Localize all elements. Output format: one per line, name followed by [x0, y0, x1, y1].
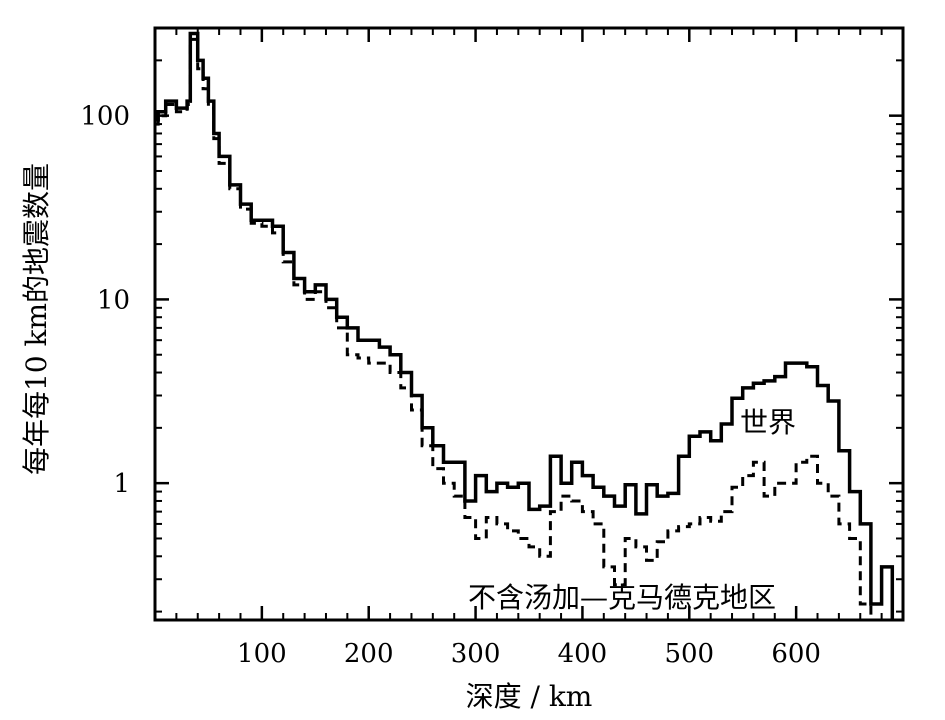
x-tick-label: 300 — [451, 639, 501, 669]
y-tick-label: 10 — [97, 285, 130, 315]
x-tick-label: 400 — [558, 639, 608, 669]
x-tick-label: 500 — [664, 639, 714, 669]
tick-group — [155, 28, 903, 620]
plot-frame — [153, 26, 905, 622]
y-tick-label: 100 — [80, 102, 130, 132]
tick-label-group: 100 200 300 400 500 600 1 10 100 — [80, 102, 821, 669]
y-tick-label: 1 — [113, 469, 130, 499]
annotation-excluding-tonga-kermadec: 不含汤加—克马德克地区 — [468, 581, 776, 614]
y-axis-title: 每年每10 km的地震数量 — [20, 163, 53, 475]
annotation-world: 世界 — [740, 406, 796, 439]
series-line-world — [155, 31, 895, 620]
x-axis-title: 深度 / km — [466, 680, 593, 713]
x-tick-label: 200 — [344, 639, 394, 669]
x-tick-label: 600 — [771, 639, 821, 669]
series-group — [155, 31, 895, 620]
series-line-excluding-tonga-kermadec — [155, 37, 873, 620]
x-tick-label: 100 — [237, 639, 287, 669]
